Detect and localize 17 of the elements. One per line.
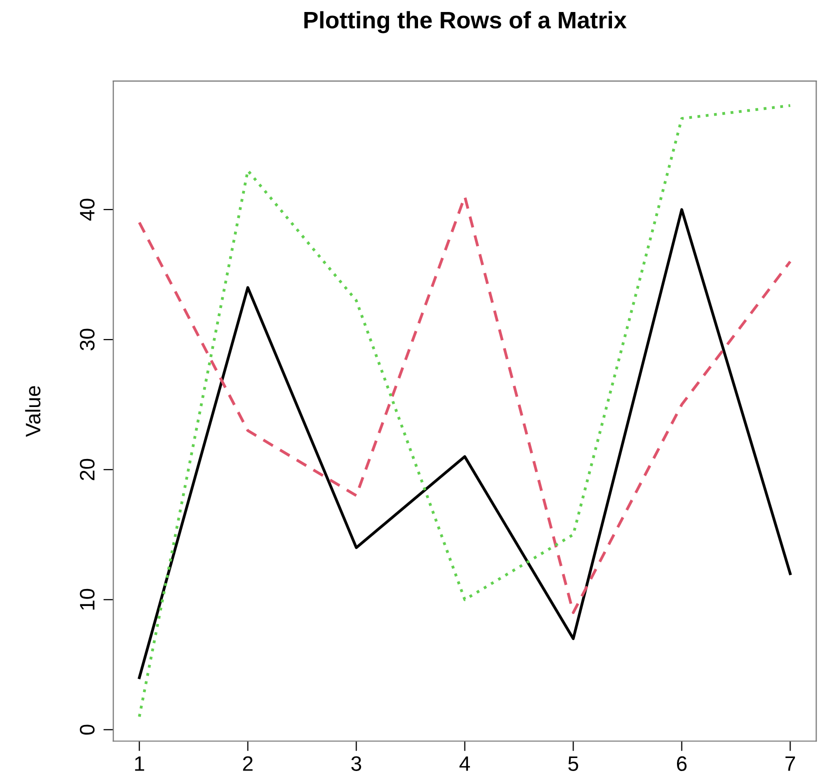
line-series (138, 104, 792, 718)
y-tick-label: 30 (80, 328, 95, 350)
x-tick-label: 1 (135, 756, 144, 771)
y-tick-label: 0 (80, 724, 95, 735)
x-tick-label: 4 (459, 756, 470, 771)
y-tick-label: 10 (80, 588, 95, 610)
y-tick-label: 40 (80, 198, 95, 221)
x-tick-label: 6 (677, 756, 687, 772)
chart-title: Plotting the Rows of a Matrix (304, 11, 627, 34)
x-tick-label: 3 (351, 756, 362, 772)
x-tick-label: 5 (568, 756, 578, 772)
y-tick-label: 20 (80, 458, 95, 480)
y-axis-title: Value (25, 386, 40, 437)
x-tick-label: 7 (785, 756, 795, 771)
line-series (138, 195, 792, 614)
x-tick-label: 2 (243, 756, 253, 771)
line-series (138, 208, 792, 680)
